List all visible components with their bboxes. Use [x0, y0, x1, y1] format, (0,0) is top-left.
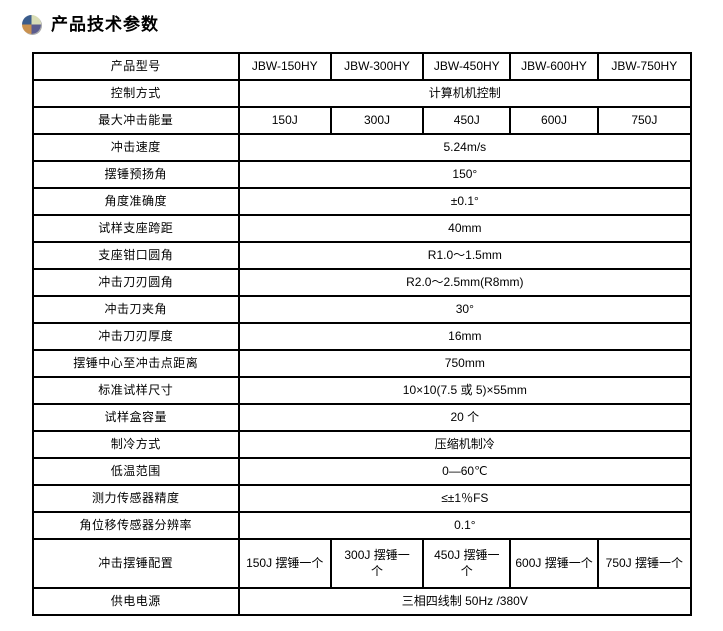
spec-table: 产品型号 JBW-150HY JBW-300HY JBW-450HY JBW-600HY…: [32, 52, 693, 616]
spec-cell: 600J: [509, 106, 599, 135]
spec-row: 标准试样尺寸 10×10(7.5 或 5)×55mm: [32, 376, 693, 405]
spec-table-body: 产品型号 JBW-150HY JBW-300HY JBW-450HY JBW-600HY…: [32, 52, 693, 616]
spec-row: 冲击摆锤配置 150J 摆锤一个 300J 摆锤一 个 450J 摆锤一 个 600J …: [32, 538, 693, 589]
spec-row-label: 测力传感器精度: [32, 484, 240, 513]
spec-row: 测力传感器精度 ≤±1％FS: [32, 484, 693, 513]
spec-cell: R1.0～1.5mm: [237, 241, 693, 270]
spec-cell: 600J 摆锤一个: [509, 538, 599, 589]
pie-quadrant-icon: [22, 14, 41, 34]
page-title: 产品技术参数: [51, 14, 159, 34]
spec-cell: 450J: [422, 106, 512, 135]
spec-cell: 0.1°: [237, 511, 693, 540]
spec-row-label: 角位移传感器分辨率: [32, 511, 240, 540]
spec-cell: 750J: [596, 106, 693, 135]
spec-cell: 压缩机制冷: [237, 430, 693, 459]
spec-row: 供电电源 三相四线制 50Hz /380V: [32, 587, 693, 616]
spec-cell: R2.0～2.5mm(R8mm): [237, 268, 693, 297]
spec-cell: JBW-750HY: [596, 52, 693, 81]
spec-cell: ±0.1°: [237, 187, 693, 216]
spec-row-label: 冲击刀夹角: [32, 295, 240, 324]
spec-cell: JBW-150HY: [237, 52, 332, 81]
spec-cell: JBW-450HY: [422, 52, 512, 81]
spec-row-label: 供电电源: [32, 587, 240, 616]
spec-row: 产品型号 JBW-150HY JBW-300HY JBW-450HY JBW-600HY…: [32, 52, 693, 81]
spec-row-label: 最大冲击能量: [32, 106, 240, 135]
spec-cell: ≤±1％FS: [237, 484, 693, 513]
spec-cell: 300J 摆锤一 个: [329, 538, 425, 589]
spec-row: 摆锤中心至冲击点距离 750mm: [32, 349, 693, 378]
spec-cell: 150°: [237, 160, 693, 189]
spec-row-label: 试样支座跨距: [32, 214, 240, 243]
spec-cell: 40mm: [237, 214, 693, 243]
spec-row-label: 冲击摆锤配置: [32, 538, 240, 589]
spec-row: 试样盒容量 20 个: [32, 403, 693, 432]
spec-cell: 20 个: [237, 403, 693, 432]
spec-row-label: 低温范围: [32, 457, 240, 486]
spec-row-label: 冲击刀刃圆角: [32, 268, 240, 297]
spec-cell: 300J: [329, 106, 425, 135]
spec-cell: 750mm: [237, 349, 693, 378]
spec-row-label: 支座钳口圆角: [32, 241, 240, 270]
spec-row-label: 试样盒容量: [32, 403, 240, 432]
spec-row: 冲击刀刃圆角 R2.0～2.5mm(R8mm): [32, 268, 693, 297]
spec-row-label: 标准试样尺寸: [32, 376, 240, 405]
spec-cell: 0—60℃: [237, 457, 693, 486]
spec-row: 角度准确度 ±0.1°: [32, 187, 693, 216]
spec-cell: 16mm: [237, 322, 693, 351]
spec-row: 控制方式 计算机机控制: [32, 79, 693, 108]
spec-cell: 5.24m/s: [237, 133, 693, 162]
spec-cell: 30°: [237, 295, 693, 324]
spec-row-label: 产品型号: [32, 52, 240, 81]
spec-row: 低温范围 0—60℃: [32, 457, 693, 486]
spec-row-label: 摆锤预扬角: [32, 160, 240, 189]
spec-cell: 750J 摆锤一个: [596, 538, 693, 589]
spec-row-label: 角度准确度: [32, 187, 240, 216]
spec-row-label: 冲击刀刃厚度: [32, 322, 240, 351]
spec-cell: 三相四线制 50Hz /380V: [237, 587, 693, 616]
spec-cell: 10×10(7.5 或 5)×55mm: [237, 376, 693, 405]
spec-row: 最大冲击能量 150J 300J 450J 600J 750J: [32, 106, 693, 135]
spec-row-label: 制冷方式: [32, 430, 240, 459]
spec-row: 冲击速度 5.24m/s: [32, 133, 693, 162]
spec-row: 角位移传感器分辨率 0.1°: [32, 511, 693, 540]
spec-cell: 450J 摆锤一 个: [422, 538, 512, 589]
spec-cell: 150J 摆锤一个: [237, 538, 332, 589]
spec-row: 冲击刀夹角 30°: [32, 295, 693, 324]
spec-row: 摆锤预扬角 150°: [32, 160, 693, 189]
spec-row: 支座钳口圆角 R1.0～1.5mm: [32, 241, 693, 270]
spec-row: 冲击刀刃厚度 16mm: [32, 322, 693, 351]
spec-cell: JBW-600HY: [509, 52, 599, 81]
spec-cell: 计算机机控制: [237, 79, 693, 108]
spec-row-label: 控制方式: [32, 79, 240, 108]
spec-row: 制冷方式 压缩机制冷: [32, 430, 693, 459]
spec-cell: JBW-300HY: [329, 52, 425, 81]
spec-row: 试样支座跨距 40mm: [32, 214, 693, 243]
spec-row-label: 冲击速度: [32, 133, 240, 162]
page: 产品技术参数 产品型号 JBW-150HY JBW-300HY JBW-450HY JB…: [0, 0, 723, 616]
spec-row-label: 摆锤中心至冲击点距离: [32, 349, 240, 378]
page-header: 产品技术参数: [0, 0, 723, 39]
spec-cell: 150J: [237, 106, 332, 135]
